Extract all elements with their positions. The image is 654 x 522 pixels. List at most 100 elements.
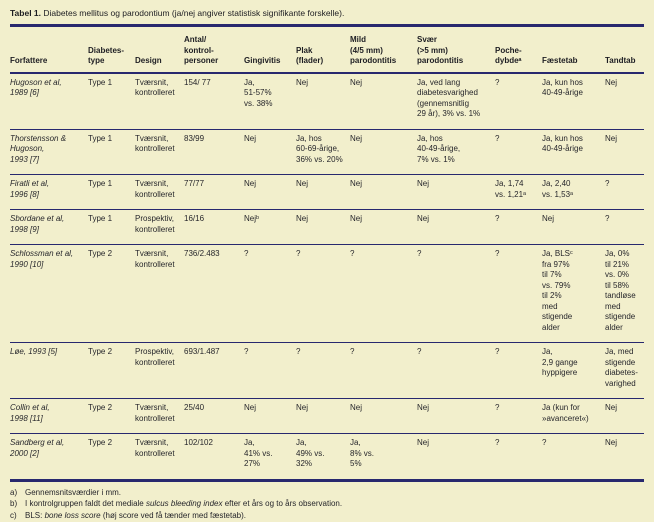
data-cell: Ja, 2,40 vs. 1,53ᵃ [542, 174, 605, 210]
data-cell: Type 1 [88, 209, 135, 245]
footnote-row: a) Gennemsnitsværdier i mm. [10, 487, 644, 499]
data-cell: ? [495, 244, 542, 343]
data-cell: Type 1 [88, 129, 135, 175]
data-cell: Nej [542, 209, 605, 245]
data-cell: Ja, med stigende diabetes- varighed [605, 342, 644, 399]
data-cell: Nej [417, 398, 495, 434]
data-cell: 693/1.487 [184, 342, 244, 399]
author-cell: Sandberg et al, 2000 [2] [10, 433, 88, 482]
data-cell: Nej [244, 174, 296, 210]
data-cell: Ja, 0% til 21% vs. 0% til 58% tandløse m… [605, 244, 644, 343]
data-cell: ? [495, 129, 542, 175]
data-cell: 25/40 [184, 398, 244, 434]
table-row: Sbordane et al, 1998 [9] Type 1 Prospekt… [10, 209, 644, 245]
col-header-diabetestype: Diabetes- type [88, 27, 135, 74]
data-cell: Nej [350, 129, 417, 175]
data-cell: Ja, 8% vs. 5% [350, 433, 417, 482]
data-cell: Nej [296, 398, 350, 434]
data-cell: ? [296, 244, 350, 343]
footnotes: a) Gennemsnitsværdier i mm. b) I kontrol… [10, 487, 644, 522]
table-row: Firatli et al, 1996 [8] Type 1 Tværsnit,… [10, 174, 644, 210]
data-cell: Nej [350, 72, 417, 130]
data-cell: Ja, hos 60-69-årige, 36% vs. 20% [296, 129, 350, 175]
data-cell: 102/102 [184, 433, 244, 482]
data-cell: Nej [350, 174, 417, 210]
data-cell: Nej [244, 398, 296, 434]
top-rule [10, 24, 644, 27]
footnote-row: b) I kontrolgruppen faldt det mediale su… [10, 498, 644, 510]
header-row: Forfattere Diabetes- type Design Antal/ … [10, 27, 644, 74]
author-cell: Løe, 1993 [5] [10, 342, 88, 399]
data-cell: Nej [350, 209, 417, 245]
data-cell: Ja, 51-57% vs. 38% [244, 72, 296, 130]
data-cell: ? [495, 398, 542, 434]
col-header-forfattere: Forfattere [10, 27, 88, 74]
data-cell: Nej [350, 398, 417, 434]
footnote-marker: b) [10, 499, 18, 508]
diabetes-parodontium-table: Forfattere Diabetes- type Design Antal/ … [10, 27, 644, 482]
col-header-plak: Plak (flader) [296, 27, 350, 74]
data-cell: Type 1 [88, 174, 135, 210]
data-cell: 77/77 [184, 174, 244, 210]
table-row: Løe, 1993 [5] Type 2 Prospektiv, kontrol… [10, 342, 644, 399]
data-cell: Nej [417, 174, 495, 210]
author-cell: Thorstensson & Hugoson, 1993 [7] [10, 129, 88, 175]
data-cell: 154/ 77 [184, 72, 244, 130]
data-cell: Tværsnit, kontrolleret [135, 398, 184, 434]
data-cell: Nej [605, 398, 644, 434]
author-cell: Firatli et al, 1996 [8] [10, 174, 88, 210]
data-cell: ? [296, 342, 350, 399]
data-cell: Type 1 [88, 72, 135, 130]
data-cell: Type 2 [88, 433, 135, 482]
footnote-marker: c) [10, 510, 17, 520]
data-cell: Ja, 1,74 vs. 1,21ᵃ [495, 174, 542, 210]
data-cell: Nejᵇ [244, 209, 296, 245]
data-cell: Nej [605, 72, 644, 130]
data-cell: ? [350, 244, 417, 343]
data-cell: Prospektiv, kontrolleret [135, 209, 184, 245]
data-cell: ? [495, 209, 542, 245]
table-row: Sandberg et al, 2000 [2] Type 2 Tværsnit… [10, 433, 644, 482]
data-cell: Nej [296, 174, 350, 210]
data-cell: ? [244, 342, 296, 399]
author-cell: Schlossman et al, 1990 [10] [10, 244, 88, 343]
data-cell: Ja, BLSᶜ fra 97% til 7% vs. 79% til 2% m… [542, 244, 605, 343]
data-cell: Type 2 [88, 398, 135, 434]
data-cell: Type 2 [88, 342, 135, 399]
data-cell: Nej [417, 209, 495, 245]
data-cell: Ja, 49% vs. 32% [296, 433, 350, 482]
data-cell: Type 2 [88, 244, 135, 343]
data-cell: ? [605, 174, 644, 210]
data-cell: Tværsnit, kontrolleret [135, 433, 184, 482]
col-header-faestetab: Fæstetab [542, 27, 605, 74]
data-cell: 736/2.483 [184, 244, 244, 343]
data-cell: ? [495, 72, 542, 130]
footnote-marker: a) [10, 487, 18, 497]
data-cell: ? [417, 244, 495, 343]
footnote-text: BLS: bone loss score (høj score ved få t… [25, 510, 247, 520]
data-cell: Ja, hos 40-49-årige, 7% vs. 1% [417, 129, 495, 175]
data-cell: Tværsnit, kontrolleret [135, 129, 184, 175]
data-cell: Nej [605, 129, 644, 175]
data-cell: ? [542, 433, 605, 482]
col-header-gingivitis: Gingivitis [244, 27, 296, 74]
data-cell: 83/99 [184, 129, 244, 175]
data-cell: Ja, kun hos 40-49-årige [542, 72, 605, 130]
footnote-text: I kontrolgruppen faldt det mediale sulcu… [25, 499, 343, 508]
data-cell: Nej [417, 433, 495, 482]
col-header-design: Design [135, 27, 184, 74]
data-cell: Nej [605, 433, 644, 482]
data-cell: ? [244, 244, 296, 343]
col-header-svaer-parodontitis: Svær (>5 mm) parodontitis [417, 27, 495, 74]
data-cell: Tværsnit, kontrolleret [135, 72, 184, 130]
data-cell: ? [417, 342, 495, 399]
data-cell: Tværsnit, kontrolleret [135, 244, 184, 343]
data-cell: Nej [296, 209, 350, 245]
footnote-text: Gennemsnitsværdier i mm. [25, 487, 122, 497]
data-cell: ? [605, 209, 644, 245]
footnote-row: c) BLS: bone loss score (høj score ved f… [10, 510, 644, 522]
data-cell: Ja, 2,9 gange hyppigere [542, 342, 605, 399]
data-cell: Nej [244, 129, 296, 175]
col-header-pochedybde: Poche- dybdeᵃ [495, 27, 542, 74]
author-cell: Hugoson et al, 1989 [6] [10, 72, 88, 130]
